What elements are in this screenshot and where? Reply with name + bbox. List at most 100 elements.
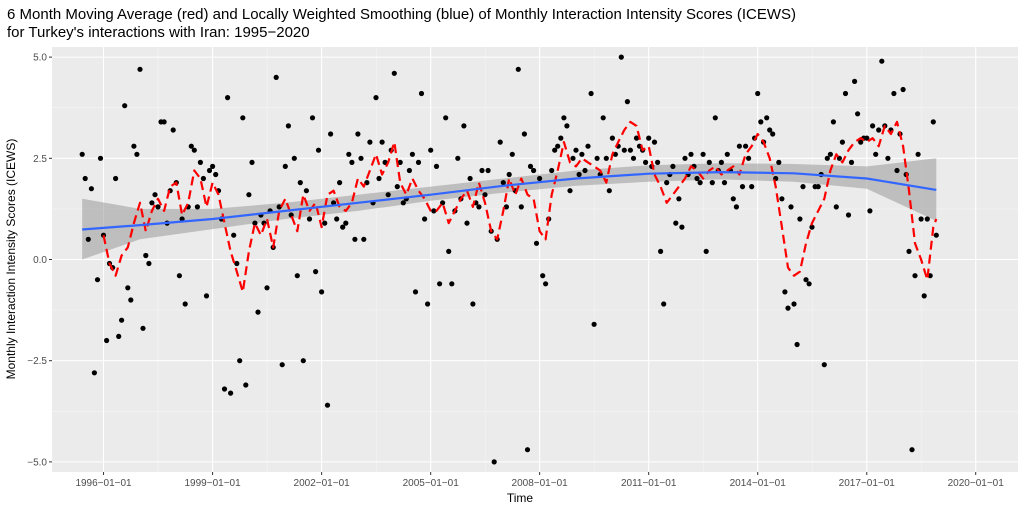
data-point: [933, 232, 939, 238]
data-point: [337, 180, 343, 186]
data-point: [294, 273, 300, 279]
data-point: [122, 103, 128, 109]
data-point: [491, 459, 497, 465]
x-tick-label: 2008−01−01: [512, 478, 569, 489]
data-point: [809, 224, 815, 230]
data-point: [425, 301, 431, 307]
data-point: [82, 175, 88, 182]
data-point: [358, 155, 364, 161]
data-point: [543, 281, 549, 287]
data-point: [134, 151, 140, 157]
data-point: [839, 139, 846, 145]
loess-layer: [82, 171, 937, 231]
loess-smoothing-line: [82, 171, 937, 231]
data-point: [149, 200, 155, 206]
data-point: [694, 175, 700, 182]
data-point: [594, 155, 600, 161]
data-point: [355, 131, 361, 137]
data-point: [531, 167, 537, 174]
data-point: [588, 90, 594, 97]
data-point: [624, 99, 631, 105]
data-point: [143, 252, 149, 259]
x-tick-label: 2017−01−01: [839, 478, 896, 489]
data-point: [524, 447, 531, 453]
data-point: [367, 139, 373, 145]
data-point: [309, 115, 316, 121]
data-point: [827, 151, 834, 157]
data-point: [724, 151, 730, 157]
data-point: [485, 167, 491, 174]
data-point: [240, 115, 246, 121]
data-point: [497, 139, 503, 145]
data-point: [155, 204, 161, 210]
data-point: [924, 216, 930, 222]
data-point: [324, 402, 331, 408]
data-point: [194, 204, 200, 210]
data-point: [876, 127, 882, 133]
data-point: [912, 273, 918, 279]
data-point: [482, 192, 488, 198]
data-point: [855, 111, 861, 117]
data-point: [391, 70, 397, 76]
data-point: [176, 273, 182, 279]
data-point: [503, 204, 509, 210]
data-point: [655, 159, 661, 165]
moving-average-layer: [102, 120, 938, 293]
data-point: [730, 196, 736, 202]
data-point: [664, 180, 670, 186]
data-point: [328, 131, 334, 137]
data-point: [743, 143, 749, 149]
data-point: [633, 135, 640, 141]
data-point: [688, 151, 694, 157]
data-point: [197, 159, 203, 165]
data-point: [313, 269, 319, 275]
data-point: [282, 163, 288, 169]
data-point: [246, 192, 252, 198]
x-tick-label: 2011−01−01: [621, 478, 677, 489]
data-point: [394, 184, 400, 190]
data-point: [533, 240, 540, 246]
data-point: [279, 362, 285, 368]
data-point: [603, 155, 609, 161]
data-point: [231, 232, 237, 238]
x-tick-label: 1999−01−01: [184, 478, 241, 489]
data-point: [182, 301, 188, 307]
data-point: [845, 212, 852, 218]
data-point: [340, 224, 346, 230]
y-tick-label: −5.0: [27, 457, 47, 468]
data-point: [721, 180, 728, 186]
loess-ribbon-layer: [82, 158, 937, 260]
data-point: [573, 147, 579, 153]
data-point: [833, 204, 839, 210]
data-point: [352, 236, 358, 242]
data-point: [706, 159, 712, 165]
data-point: [331, 200, 337, 206]
data-point: [591, 321, 597, 327]
data-point: [128, 297, 134, 303]
data-point: [582, 167, 588, 174]
data-point: [700, 151, 706, 157]
data-point: [830, 119, 837, 125]
data-point: [500, 180, 506, 186]
data-point: [555, 143, 561, 149]
data-point: [161, 119, 167, 125]
data-point: [303, 188, 309, 194]
data-point: [537, 175, 543, 182]
data-point: [709, 180, 715, 186]
data-point: [788, 204, 794, 210]
data-point: [894, 167, 900, 174]
data-point: [412, 289, 419, 295]
data-point: [443, 115, 449, 121]
data-point: [137, 66, 143, 72]
data-point: [146, 260, 152, 267]
major-grid: [52, 47, 1018, 472]
data-point: [97, 155, 104, 161]
data-point: [373, 95, 379, 101]
data-point: [527, 163, 534, 169]
data-point: [930, 119, 936, 125]
data-point: [576, 171, 582, 178]
data-point: [651, 139, 658, 145]
data-point: [361, 236, 367, 242]
data-point: [515, 66, 521, 72]
data-point: [461, 123, 467, 129]
